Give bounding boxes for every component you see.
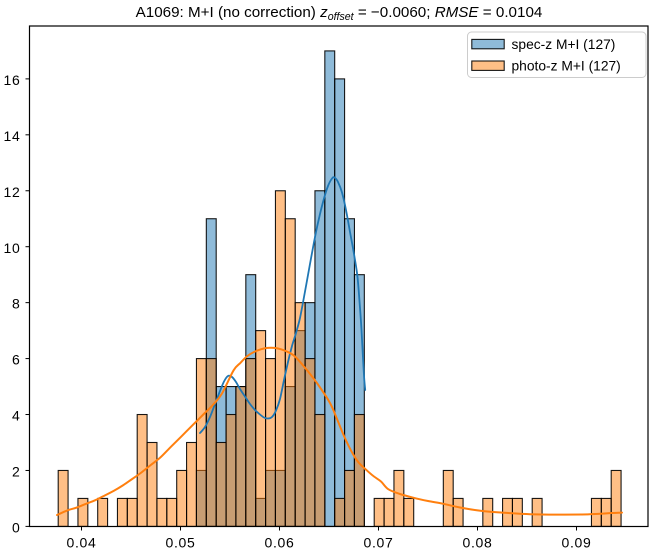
- svg-text:A1069: M+I (no correction) zof: A1069: M+I (no correction) zoffset = −0.…: [136, 4, 543, 23]
- svg-text:photo-z M+I (127): photo-z M+I (127): [512, 59, 621, 74]
- svg-text:0.05: 0.05: [165, 535, 195, 551]
- svg-text:0.08: 0.08: [462, 535, 492, 551]
- svg-text:8: 8: [12, 296, 21, 312]
- svg-text:4: 4: [12, 408, 21, 424]
- svg-text:2: 2: [12, 464, 21, 480]
- svg-text:0.09: 0.09: [561, 535, 591, 551]
- svg-text:6: 6: [12, 352, 21, 368]
- svg-text:0: 0: [12, 520, 21, 536]
- svg-text:spec-z M+I (127): spec-z M+I (127): [512, 37, 616, 52]
- svg-text:0.07: 0.07: [363, 535, 393, 551]
- svg-text:0.06: 0.06: [264, 535, 294, 551]
- svg-text:0.04: 0.04: [66, 535, 96, 551]
- svg-text:12: 12: [4, 184, 21, 200]
- svg-text:14: 14: [4, 128, 21, 144]
- svg-text:10: 10: [4, 240, 21, 256]
- svg-text:16: 16: [4, 72, 21, 88]
